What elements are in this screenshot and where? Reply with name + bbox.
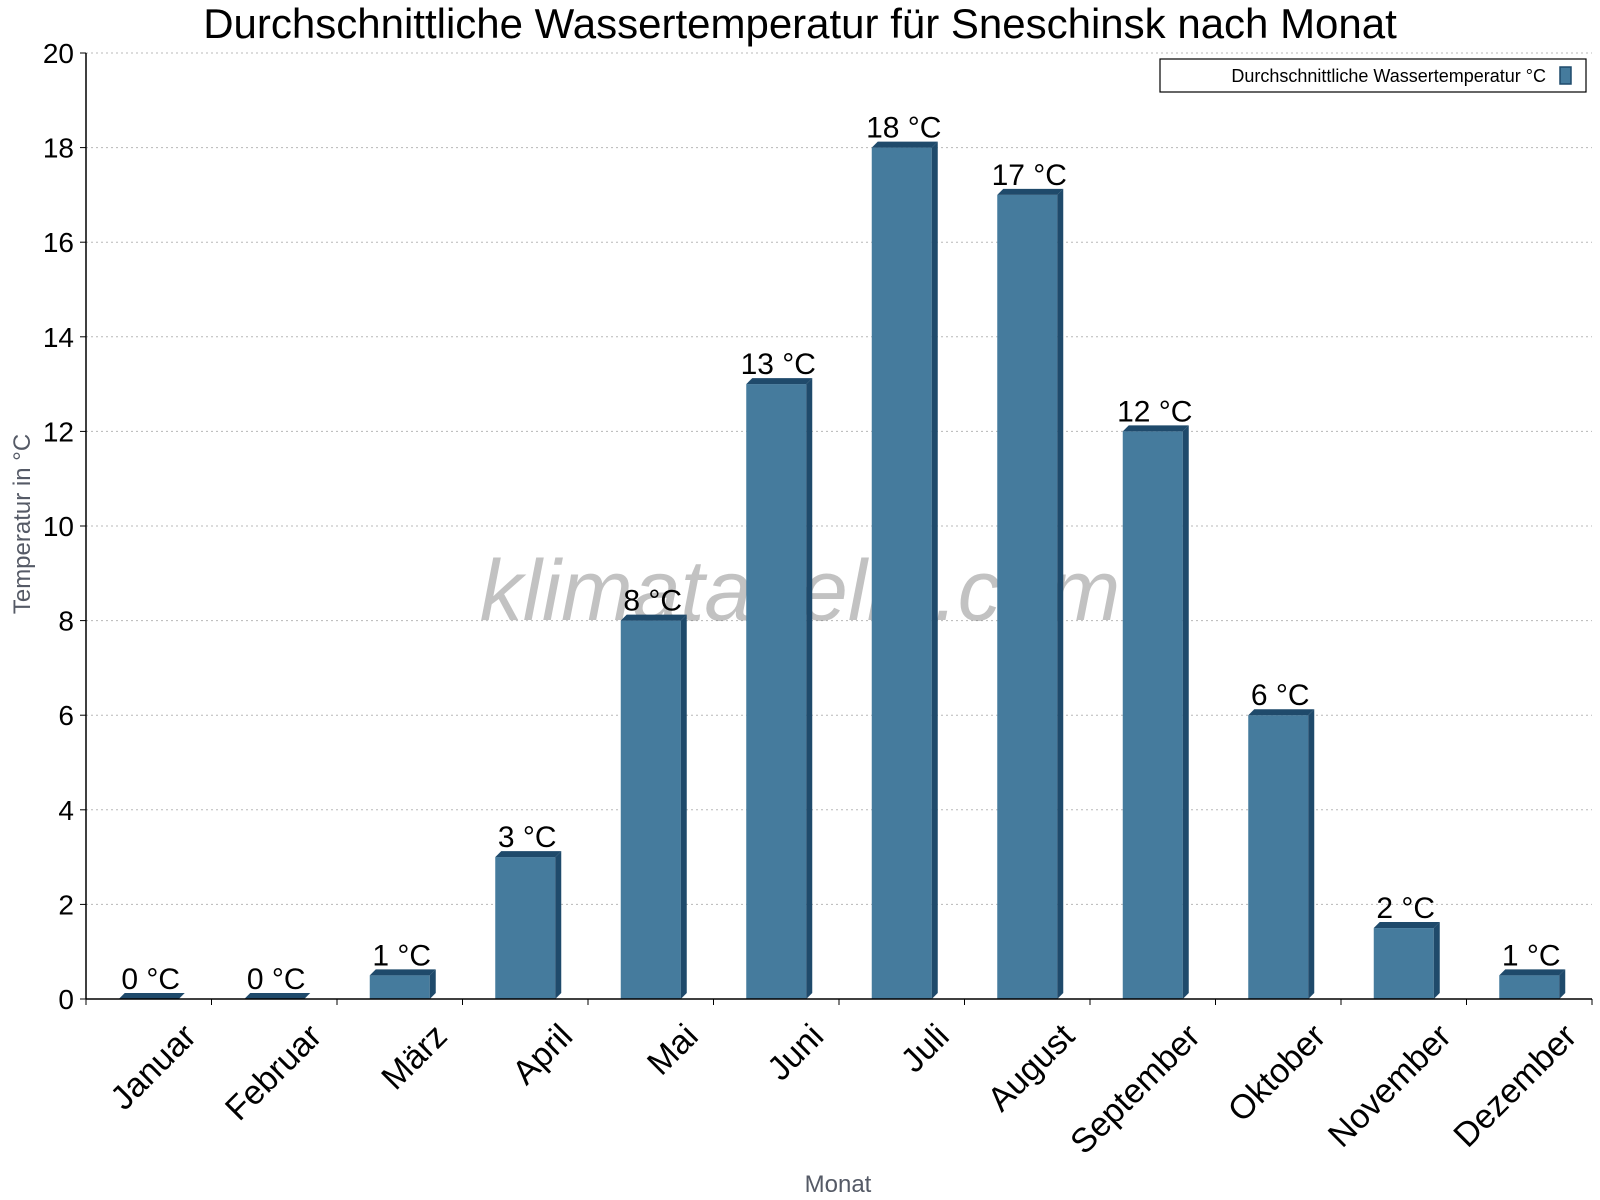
data-labels: 0 °C 0 °C 1 °C 3 °C 8 °C 13 °C 18 °C 17 °C 12 °C… [121,112,1560,996]
legend-label: Durchschnittliche Wassertemperatur °C [1231,66,1546,86]
x-tick-label: April [505,1017,580,1092]
bar-side [1559,969,1566,999]
bar-front [871,147,932,1000]
data-label: 12 °C [1117,395,1192,428]
bar-side [1182,425,1189,999]
y-tick-label: 18 [43,133,74,164]
data-label: 3 °C [498,821,557,854]
x-tick-label: Juli [894,1017,957,1080]
x-tick-labels: Januar Februar März April Mai Juni Juli AugustS… [103,1017,1584,1162]
bar-top [495,851,562,858]
x-tick-label: September [1063,1017,1207,1161]
data-label: 0 °C [247,963,306,996]
bar-front [1499,975,1560,999]
bar-front [495,857,556,999]
bar-top [997,188,1064,195]
y-tick-label: 2 [58,889,74,920]
data-label: 2 °C [1376,892,1435,925]
bar-top [369,969,436,976]
x-tick-label: August [980,1017,1082,1119]
bar-front [1248,715,1309,999]
y-axis-title: Temperatur in °C [9,434,36,614]
y-tick-label: 16 [43,227,74,258]
bar-front [620,620,681,999]
bar-top [620,614,687,621]
x-tick-label: Juni [760,1017,831,1088]
bar-mai [620,614,687,999]
data-label: 0 °C [121,963,180,996]
bar-februar [244,993,311,999]
data-label: 8 °C [623,585,682,618]
bar-top [1373,922,1440,929]
x-tick-label: Dezember [1446,1017,1584,1155]
bar-front [369,975,430,999]
x-tick-label: Januar [103,1017,203,1117]
data-label: 13 °C [741,348,816,381]
legend: Durchschnittliche Wassertemperatur °C [1159,58,1587,93]
x-tick-label: März [374,1017,454,1097]
y-tick-labels: 0 2 4 6 8 10 12 14 16 18 20 [43,38,74,1015]
data-label: 18 °C [866,112,941,145]
x-tick-label: Oktober [1221,1017,1333,1129]
data-label: 6 °C [1251,679,1310,712]
bar-front [997,194,1058,999]
bar-top [871,141,938,148]
bar-side [555,851,562,999]
y-tick-label: 12 [43,416,74,447]
chart-title: Durchschnittliche Wassertemperatur für S… [203,0,1397,47]
bar-januar [118,993,185,999]
bar-front [1122,431,1183,999]
data-label: 1 °C [1502,939,1561,972]
bar-side [1057,188,1064,999]
bar-side [1433,922,1440,999]
gridlines [86,52,1592,905]
bar-juli [871,141,938,1000]
y-tick-label: 10 [43,511,74,542]
y-tick-label: 20 [43,38,74,69]
bar-side [429,969,436,999]
legend-box [1159,58,1587,93]
bar-side [1308,709,1315,999]
bar-oktober [1248,709,1315,999]
data-label: 1 °C [372,939,431,972]
bar-august [997,188,1064,999]
bar-juni [746,378,813,1000]
bar-top [746,378,813,385]
bar-top [118,993,185,999]
data-label: 17 °C [992,159,1067,192]
bar-top [244,993,311,999]
legend-swatch [1559,66,1572,85]
bar-top [1122,425,1189,432]
y-tick-label: 8 [58,606,74,637]
bar-side [680,614,687,999]
bar-september [1122,425,1189,999]
bar-top [1248,709,1315,716]
x-tick-label: Mai [640,1017,706,1083]
axes [80,52,1593,1005]
bar-top [1499,969,1566,976]
bar-april [495,851,562,999]
bar-side [931,141,938,1000]
y-tick-label: 6 [58,700,74,731]
bar-dezember [1499,969,1566,999]
y-tick-label: 14 [43,322,74,353]
x-tick-label: November [1321,1017,1459,1155]
bar-front [1373,928,1434,999]
bar-front [746,384,807,1000]
bar-side [806,378,813,1000]
bars [118,141,1566,1000]
x-axis-title: Monat [805,1171,872,1198]
y-tick-label: 0 [58,984,74,1015]
bar-november [1373,922,1440,999]
bar-märz [369,969,436,999]
y-tick-label: 4 [58,795,74,826]
x-tick-label: Februar [218,1017,329,1128]
